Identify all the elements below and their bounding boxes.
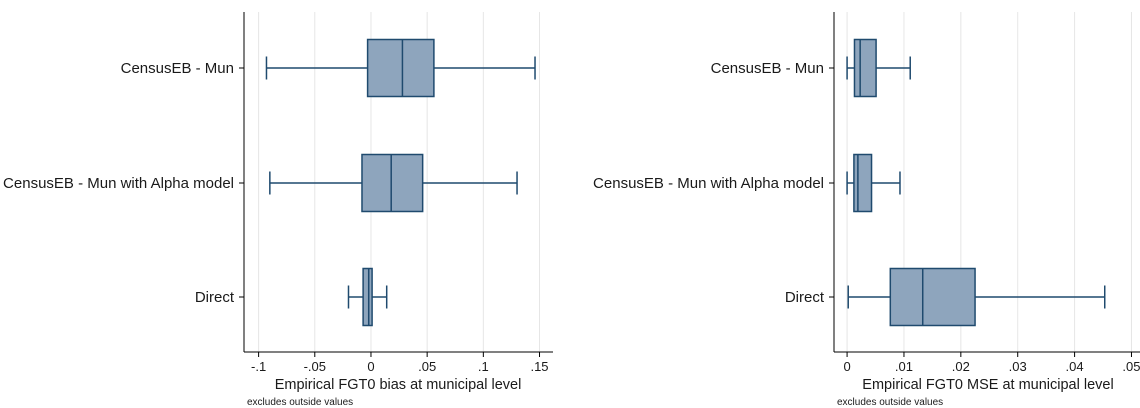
box-whisker-2 bbox=[847, 267, 1106, 327]
box-iqr bbox=[889, 267, 976, 327]
box-whisker-1 bbox=[269, 153, 518, 213]
category-labels: CensusEB - Mun CensusEB - Mun with Alpha … bbox=[593, 60, 834, 306]
box-whisker-2 bbox=[347, 267, 388, 327]
x-tick-label: .04 bbox=[1066, 359, 1084, 374]
box-iqr bbox=[366, 38, 435, 98]
x-tick-label: .15 bbox=[530, 359, 548, 374]
x-ticks: 0 .01 .02 .03 .04 .05 bbox=[843, 352, 1140, 374]
x-tick-label: -.05 bbox=[304, 359, 326, 374]
category-label: CensusEB - Mun bbox=[711, 60, 824, 77]
x-tick-label: 0 bbox=[843, 359, 850, 374]
box-whisker-0 bbox=[265, 38, 536, 98]
x-axis-title: Empirical FGT0 bias at municipal level bbox=[275, 377, 522, 393]
category-label: Direct bbox=[785, 289, 825, 306]
box-iqr bbox=[362, 267, 373, 327]
panel-bias: CensusEB - Mun CensusEB - Mun with Alpha … bbox=[3, 12, 553, 408]
x-tick-label: 0 bbox=[367, 359, 374, 374]
boxes bbox=[265, 38, 536, 327]
box-iqr bbox=[853, 38, 877, 98]
category-label: CensusEB - Mun with Alpha model bbox=[593, 175, 824, 192]
category-label: Direct bbox=[195, 289, 235, 306]
footnote: excludes outside values bbox=[837, 397, 943, 408]
panel-mse: CensusEB - Mun CensusEB - Mun with Alpha … bbox=[593, 12, 1140, 408]
x-tick-label: -.1 bbox=[251, 359, 266, 374]
box-iqr bbox=[361, 153, 424, 213]
x-axis-title: Empirical FGT0 MSE at municipal level bbox=[862, 377, 1113, 393]
box-whisker-1 bbox=[846, 153, 901, 213]
category-label: CensusEB - Mun with Alpha model bbox=[3, 175, 234, 192]
category-labels: CensusEB - Mun CensusEB - Mun with Alpha … bbox=[3, 60, 244, 306]
x-tick-label: .05 bbox=[418, 359, 436, 374]
box-whisker-0 bbox=[846, 38, 911, 98]
x-tick-label: .1 bbox=[478, 359, 489, 374]
x-ticks: -.1 -.05 0 .05 .1 .15 bbox=[251, 352, 549, 374]
footnote: excludes outside values bbox=[247, 397, 353, 408]
boxes bbox=[846, 38, 1106, 327]
category-label: CensusEB - Mun bbox=[121, 60, 234, 77]
x-tick-label: .01 bbox=[895, 359, 913, 374]
x-tick-label: .02 bbox=[952, 359, 970, 374]
box-iqr bbox=[853, 153, 873, 213]
x-tick-label: .03 bbox=[1009, 359, 1027, 374]
x-tick-label: .05 bbox=[1122, 359, 1140, 374]
